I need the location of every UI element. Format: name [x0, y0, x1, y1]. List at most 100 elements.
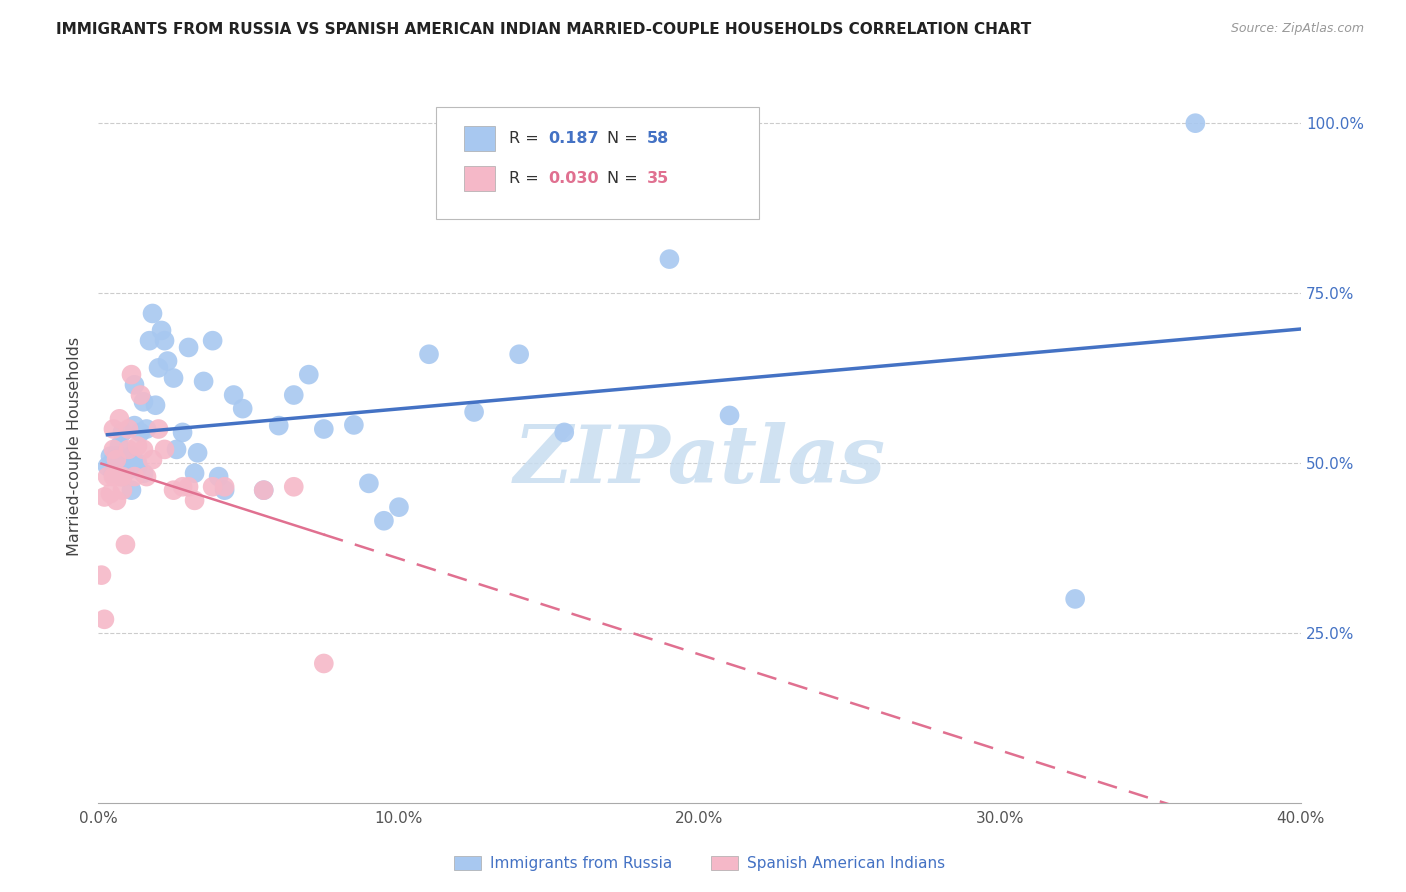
- Text: N =: N =: [607, 131, 644, 145]
- Point: [96, 469, 118, 483]
- Point: [117, 452, 139, 467]
- Point: [172, 480, 194, 494]
- Point: [162, 371, 184, 385]
- Text: R =: R =: [509, 171, 544, 186]
- Point: [201, 334, 224, 348]
- Point: [105, 452, 128, 467]
- Legend: Immigrants from Russia, Spanish American Indians: Immigrants from Russia, Spanish American…: [447, 850, 952, 877]
- Point: [114, 537, 136, 551]
- Point: [162, 483, 184, 498]
- Point: [117, 463, 139, 477]
- Text: N =: N =: [607, 171, 644, 186]
- Point: [253, 483, 276, 498]
- Point: [108, 439, 131, 453]
- Point: [129, 425, 152, 440]
- Point: [193, 375, 215, 389]
- Point: [1064, 591, 1087, 606]
- Point: [312, 422, 335, 436]
- Point: [172, 425, 194, 440]
- Point: [93, 612, 115, 626]
- Point: [373, 514, 395, 528]
- Point: [124, 377, 146, 392]
- Text: ZIPatlas: ZIPatlas: [513, 422, 886, 499]
- Point: [108, 469, 131, 483]
- Point: [148, 422, 170, 436]
- Text: IMMIGRANTS FROM RUSSIA VS SPANISH AMERICAN INDIAN MARRIED-COUPLE HOUSEHOLDS CORR: IMMIGRANTS FROM RUSSIA VS SPANISH AMERIC…: [56, 22, 1032, 37]
- Text: 58: 58: [647, 131, 669, 145]
- Point: [132, 466, 155, 480]
- Point: [183, 493, 205, 508]
- Point: [148, 360, 170, 375]
- Point: [114, 456, 136, 470]
- Point: [232, 401, 254, 416]
- Point: [177, 480, 200, 494]
- Point: [105, 493, 128, 508]
- Point: [121, 483, 143, 498]
- Point: [208, 469, 231, 483]
- Point: [1184, 116, 1206, 130]
- Point: [201, 480, 224, 494]
- Point: [658, 252, 681, 266]
- Point: [117, 422, 139, 436]
- Point: [156, 354, 179, 368]
- Point: [121, 449, 143, 463]
- Point: [267, 418, 290, 433]
- Point: [166, 442, 188, 457]
- Point: [121, 368, 143, 382]
- Point: [117, 442, 139, 457]
- Text: 35: 35: [647, 171, 669, 186]
- Point: [127, 456, 149, 470]
- Point: [124, 469, 146, 483]
- Point: [138, 334, 160, 348]
- Point: [177, 341, 200, 355]
- Point: [96, 459, 118, 474]
- Point: [141, 452, 163, 467]
- Text: 0.030: 0.030: [548, 171, 599, 186]
- Point: [103, 422, 125, 436]
- Point: [111, 483, 134, 498]
- Point: [343, 417, 366, 432]
- Point: [93, 490, 115, 504]
- Point: [222, 388, 245, 402]
- Text: 0.187: 0.187: [548, 131, 599, 145]
- Point: [127, 459, 149, 474]
- Point: [124, 418, 146, 433]
- Point: [111, 469, 134, 483]
- Point: [312, 657, 335, 671]
- Point: [283, 388, 305, 402]
- Point: [108, 463, 131, 477]
- Point: [153, 334, 176, 348]
- Point: [111, 469, 134, 483]
- Point: [508, 347, 530, 361]
- Point: [127, 439, 149, 453]
- Point: [103, 452, 125, 467]
- Point: [463, 405, 485, 419]
- Point: [183, 466, 205, 480]
- Point: [105, 449, 128, 463]
- Point: [103, 469, 125, 483]
- Point: [132, 394, 155, 409]
- Point: [135, 469, 157, 483]
- Point: [150, 323, 173, 337]
- Point: [100, 486, 122, 500]
- Point: [111, 425, 134, 440]
- Point: [553, 425, 575, 440]
- Point: [283, 480, 305, 494]
- Point: [298, 368, 321, 382]
- Point: [214, 483, 236, 498]
- Point: [103, 466, 125, 480]
- Point: [153, 442, 176, 457]
- Point: [100, 449, 122, 463]
- Text: R =: R =: [509, 131, 544, 145]
- Point: [357, 476, 380, 491]
- Point: [214, 480, 236, 494]
- Point: [418, 347, 440, 361]
- Point: [90, 568, 112, 582]
- Point: [187, 446, 209, 460]
- Text: Source: ZipAtlas.com: Source: ZipAtlas.com: [1230, 22, 1364, 36]
- Point: [103, 442, 125, 457]
- Point: [388, 500, 411, 515]
- Point: [132, 442, 155, 457]
- Point: [135, 422, 157, 436]
- Point: [141, 306, 163, 320]
